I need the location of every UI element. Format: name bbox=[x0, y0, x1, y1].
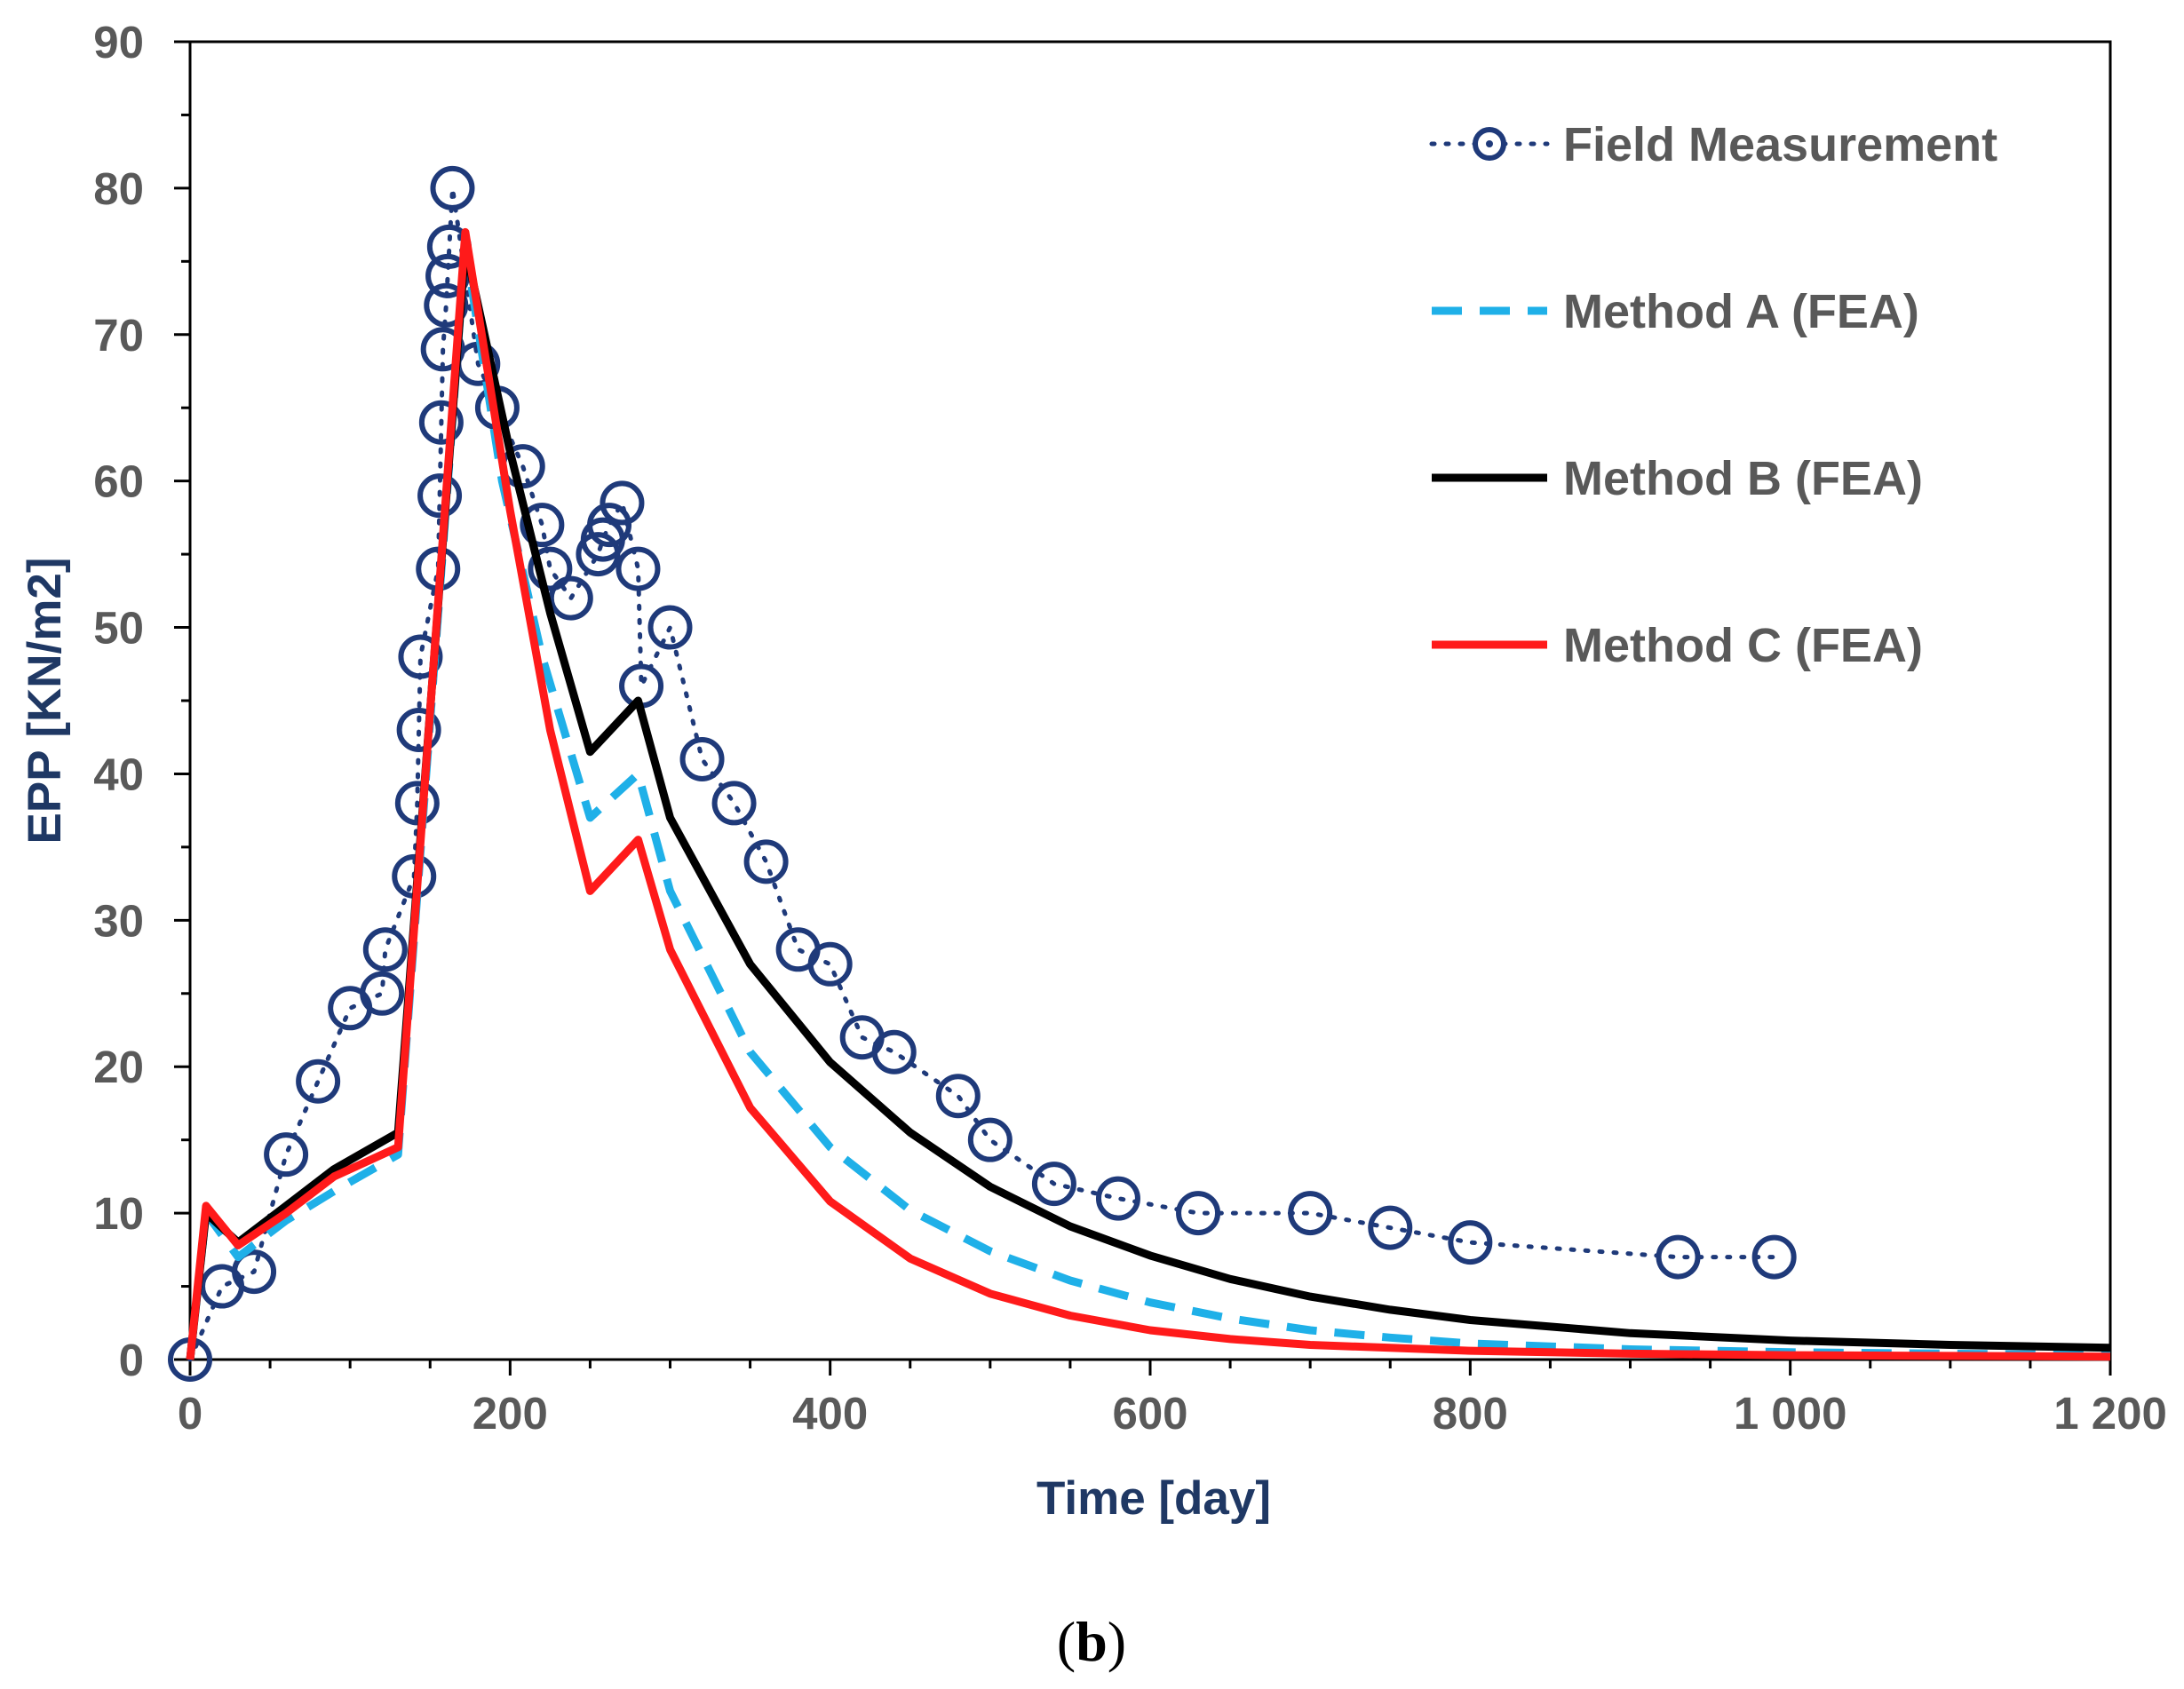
data-point-marker bbox=[362, 927, 408, 972]
y-tick-label: 80 bbox=[93, 163, 144, 214]
data-point-marker bbox=[398, 634, 443, 679]
plot-area bbox=[188, 40, 2112, 1361]
legend-item-method-c-fea: Method C (FEA) bbox=[1432, 619, 1923, 672]
y-tick-label: 60 bbox=[93, 456, 144, 507]
data-point-marker bbox=[807, 941, 853, 987]
caption-open-paren: ( bbox=[1057, 1610, 1076, 1673]
x-tick-label: 600 bbox=[1112, 1388, 1187, 1439]
series-layer bbox=[168, 165, 2111, 1382]
y-tick-label: 10 bbox=[93, 1188, 144, 1239]
y-axis-title: EPP [KN/m2] bbox=[19, 558, 71, 844]
legend-label: Method B (FEA) bbox=[1563, 452, 1923, 505]
data-point-marker bbox=[418, 400, 464, 445]
figure-caption: (b) bbox=[1057, 1610, 1126, 1673]
data-point-marker bbox=[1368, 1205, 1413, 1250]
x-tick-label: 800 bbox=[1433, 1388, 1508, 1439]
data-point-marker bbox=[394, 781, 440, 826]
x-tick-label: 400 bbox=[792, 1388, 868, 1439]
data-point-marker bbox=[296, 1059, 341, 1104]
data-point-marker bbox=[430, 165, 475, 210]
data-point-marker bbox=[615, 546, 661, 591]
data-point-marker bbox=[232, 1249, 277, 1295]
y-tick-label: 0 bbox=[119, 1335, 144, 1385]
tick-labels: 0 10 20 30 40 50 60 70 80 90 0 200 400 600 800 1 000 1 2… bbox=[93, 17, 2167, 1439]
y-tick-label: 90 bbox=[93, 17, 144, 67]
legend-item-field-measurement: Field Measurement bbox=[1429, 118, 1997, 171]
x-axis-title: Time [day] bbox=[1036, 1472, 1271, 1525]
data-point-marker bbox=[679, 736, 725, 781]
data-point-marker bbox=[1751, 1234, 1797, 1280]
series-field-measurement bbox=[168, 165, 1797, 1382]
x-tick-label: 0 bbox=[178, 1388, 203, 1439]
data-point-marker bbox=[1095, 1176, 1140, 1221]
series-method-c-fea bbox=[186, 227, 2111, 1361]
data-point-marker bbox=[548, 575, 593, 621]
legend: Field Measurement Method A (FEA) Method B … bbox=[1429, 118, 1997, 672]
data-point-marker bbox=[1031, 1162, 1076, 1207]
legend-label: Method A (FEA) bbox=[1563, 285, 1919, 338]
y-tick-label: 30 bbox=[93, 895, 144, 946]
data-point-marker bbox=[871, 1029, 917, 1074]
y-tick-label: 20 bbox=[93, 1042, 144, 1092]
series-method-a-fea bbox=[186, 242, 2111, 1360]
data-point-marker bbox=[647, 605, 693, 650]
data-point-marker bbox=[1176, 1191, 1221, 1236]
legend-marker-dot bbox=[1486, 140, 1493, 147]
data-point-marker bbox=[528, 546, 573, 591]
data-point-marker bbox=[264, 1132, 309, 1178]
series-method-b-fea bbox=[186, 242, 2111, 1360]
legend-label: Method C (FEA) bbox=[1563, 619, 1923, 672]
x-tick-label: 1 200 bbox=[2053, 1388, 2167, 1439]
legend-item-method-a-fea: Method A (FEA) bbox=[1432, 285, 1919, 338]
caption-letter: b bbox=[1076, 1610, 1108, 1673]
legend-label: Field Measurement bbox=[1563, 118, 1997, 171]
axis-ticks bbox=[174, 40, 2112, 1376]
data-point-marker bbox=[1448, 1220, 1493, 1265]
data-point-marker bbox=[417, 473, 463, 519]
legend-item-method-b-fea: Method B (FEA) bbox=[1432, 452, 1923, 505]
data-point-marker bbox=[935, 1074, 981, 1119]
series-line bbox=[186, 227, 2111, 1361]
data-point-marker bbox=[520, 503, 565, 548]
caption-close-paren: ) bbox=[1108, 1610, 1126, 1673]
data-point-marker bbox=[396, 707, 441, 752]
data-point-marker bbox=[424, 282, 469, 328]
x-tick-label: 200 bbox=[473, 1388, 548, 1439]
y-tick-label: 70 bbox=[93, 310, 144, 361]
data-point-marker bbox=[711, 781, 757, 826]
data-point-marker bbox=[1288, 1191, 1333, 1236]
y-tick-label: 40 bbox=[93, 749, 144, 799]
data-point-marker bbox=[1656, 1234, 1701, 1280]
data-point-marker bbox=[587, 503, 632, 548]
series-line bbox=[186, 242, 2111, 1360]
data-point-marker bbox=[967, 1117, 1013, 1162]
series-line bbox=[186, 242, 2111, 1360]
data-point-marker bbox=[425, 253, 471, 298]
data-point-marker bbox=[743, 839, 789, 884]
x-tick-label: 1 000 bbox=[1734, 1388, 1847, 1439]
y-tick-label: 50 bbox=[93, 603, 144, 654]
data-point-marker bbox=[360, 971, 405, 1016]
data-point-marker bbox=[600, 480, 645, 526]
